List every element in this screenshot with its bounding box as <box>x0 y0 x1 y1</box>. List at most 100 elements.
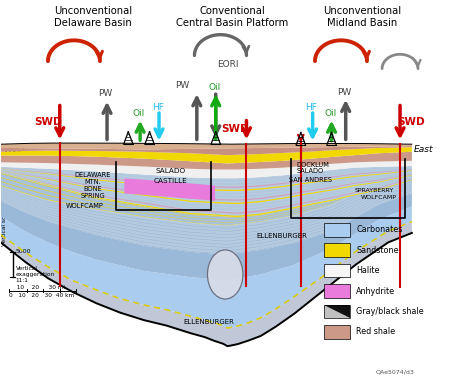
Text: ELLENBURGER: ELLENBURGER <box>183 319 234 326</box>
Text: Sandstone: Sandstone <box>356 246 399 255</box>
Polygon shape <box>0 174 412 229</box>
Text: Anhydrite: Anhydrite <box>356 287 395 296</box>
Polygon shape <box>0 175 412 219</box>
Polygon shape <box>0 169 412 191</box>
Polygon shape <box>0 143 412 149</box>
Text: PW: PW <box>337 88 351 97</box>
Text: SPRAYBERRY: SPRAYBERRY <box>355 188 394 193</box>
Polygon shape <box>0 147 412 163</box>
Polygon shape <box>0 171 412 211</box>
Polygon shape <box>0 193 412 280</box>
Text: DELAWARE
MTN.: DELAWARE MTN. <box>75 172 111 185</box>
Text: WOLFCAMP: WOLFCAMP <box>361 194 397 200</box>
Text: East: East <box>414 146 434 154</box>
Text: ELLENBURGER: ELLENBURGER <box>256 233 307 238</box>
Polygon shape <box>0 175 412 230</box>
Polygon shape <box>0 173 412 224</box>
Polygon shape <box>0 192 412 253</box>
Text: Red shale: Red shale <box>356 327 395 336</box>
Polygon shape <box>0 171 412 204</box>
Polygon shape <box>0 152 412 169</box>
Polygon shape <box>0 173 412 227</box>
Polygon shape <box>0 161 412 178</box>
Text: BONE
SPRING: BONE SPRING <box>81 186 105 199</box>
Text: SWD: SWD <box>397 116 425 127</box>
Bar <box>324 243 350 257</box>
Polygon shape <box>0 176 412 219</box>
Text: 0   10   20   30  40 km: 0 10 20 30 40 km <box>9 293 74 299</box>
Text: HF: HF <box>153 103 164 112</box>
Polygon shape <box>0 187 412 246</box>
Text: SALADO: SALADO <box>156 168 186 174</box>
Polygon shape <box>0 146 412 155</box>
Ellipse shape <box>208 250 243 299</box>
Polygon shape <box>0 182 412 240</box>
Text: PW: PW <box>99 89 113 98</box>
Text: SWD: SWD <box>34 116 62 127</box>
Polygon shape <box>0 170 412 201</box>
Text: Oil: Oil <box>324 110 337 119</box>
Polygon shape <box>0 166 412 217</box>
Text: SWD: SWD <box>221 124 248 134</box>
Text: Unconventional
Delaware Basin: Unconventional Delaware Basin <box>54 6 132 28</box>
Text: SAN ANDRES: SAN ANDRES <box>289 177 332 183</box>
Polygon shape <box>0 185 412 243</box>
Polygon shape <box>0 172 412 226</box>
Polygon shape <box>0 173 412 218</box>
Polygon shape <box>0 190 412 250</box>
Polygon shape <box>0 171 412 207</box>
Text: Carbonates: Carbonates <box>356 226 402 234</box>
Polygon shape <box>124 179 215 201</box>
Text: Vertical scale in feet: Vertical scale in feet <box>2 186 7 246</box>
Polygon shape <box>0 172 412 214</box>
Polygon shape <box>0 174 412 224</box>
Polygon shape <box>0 193 412 254</box>
Polygon shape <box>324 305 350 318</box>
Polygon shape <box>0 172 412 254</box>
Polygon shape <box>0 222 412 346</box>
Polygon shape <box>0 177 412 220</box>
Text: CASTILLE: CASTILLE <box>154 178 188 184</box>
Polygon shape <box>0 169 412 194</box>
Bar <box>324 284 350 298</box>
Text: PW: PW <box>175 81 190 90</box>
Text: WOLFCAMP: WOLFCAMP <box>66 204 104 210</box>
Polygon shape <box>0 186 412 245</box>
Text: 10    20     30 mi: 10 20 30 mi <box>12 285 65 290</box>
Text: Oil: Oil <box>133 110 145 119</box>
Polygon shape <box>0 169 412 197</box>
Polygon shape <box>0 168 412 185</box>
Polygon shape <box>0 167 412 182</box>
Polygon shape <box>0 207 412 328</box>
Text: DOCKLUM: DOCKLUM <box>296 161 329 168</box>
Polygon shape <box>0 172 412 226</box>
Polygon shape <box>324 305 350 318</box>
Polygon shape <box>0 181 412 238</box>
Polygon shape <box>0 176 412 221</box>
Polygon shape <box>0 175 412 223</box>
Polygon shape <box>0 191 412 251</box>
Text: Oil: Oil <box>208 83 220 92</box>
Text: HF: HF <box>305 103 317 112</box>
Text: West: West <box>3 146 26 154</box>
Polygon shape <box>0 183 412 241</box>
Text: QAe5074/d3: QAe5074/d3 <box>375 370 414 374</box>
Polygon shape <box>0 180 412 236</box>
Text: Unconventional
Midland Basin: Unconventional Midland Basin <box>323 6 401 28</box>
Bar <box>324 223 350 237</box>
Polygon shape <box>0 172 412 217</box>
Text: Conventional
Central Basin Platform: Conventional Central Basin Platform <box>176 6 288 28</box>
Text: Vertical
exaggeration
11:1: Vertical exaggeration 11:1 <box>16 266 55 283</box>
Bar <box>324 305 350 318</box>
Bar <box>324 264 350 277</box>
Polygon shape <box>0 178 412 233</box>
Polygon shape <box>0 179 412 235</box>
Polygon shape <box>0 177 412 232</box>
Polygon shape <box>0 188 412 248</box>
Text: 5000: 5000 <box>16 249 31 254</box>
Polygon shape <box>0 175 412 222</box>
Text: Gray/black shale: Gray/black shale <box>356 307 424 316</box>
Text: EORI: EORI <box>217 60 238 69</box>
Text: SALADO: SALADO <box>297 168 324 174</box>
Text: Halite: Halite <box>356 266 380 275</box>
